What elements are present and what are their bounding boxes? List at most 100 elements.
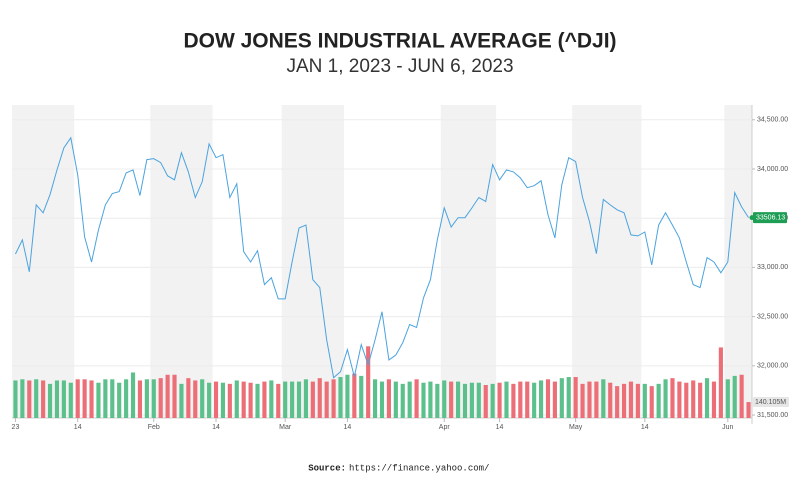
price-line — [15, 136, 749, 379]
volume-bar — [61, 380, 66, 418]
volume-bar — [255, 383, 260, 418]
volume-bar — [331, 379, 336, 418]
volume-bar — [213, 381, 219, 418]
y-tick-label: 31,500.00 — [757, 412, 788, 419]
volume-bar — [504, 381, 509, 418]
volume-bar — [538, 380, 544, 418]
volume-bar — [656, 383, 661, 418]
volume-bar — [345, 374, 350, 418]
volume-bar — [41, 380, 46, 418]
volume-bar — [718, 347, 723, 418]
volume-bar — [518, 381, 523, 418]
volume-bar — [68, 382, 73, 418]
volume-bar — [746, 402, 751, 418]
volume-bar — [241, 381, 246, 418]
volume-bar — [200, 379, 205, 418]
volume-bar — [428, 381, 433, 418]
volume-bar — [27, 380, 32, 418]
volume-bar — [635, 383, 640, 418]
volume-bar — [179, 383, 184, 418]
volume-bar — [352, 373, 357, 418]
volume-bar — [407, 381, 412, 418]
volume-bar — [421, 382, 426, 418]
volume-bar — [711, 381, 717, 418]
y-tick-label: 34,500.00 — [757, 117, 788, 124]
price-marker — [753, 212, 787, 224]
volume-bar — [442, 380, 447, 418]
volume-bar — [20, 379, 25, 418]
x-tick-label: Feb — [148, 424, 160, 431]
volume-bar — [649, 386, 654, 418]
volume-bar — [704, 378, 710, 418]
volume-bar — [220, 382, 226, 418]
volume-bar — [552, 381, 557, 418]
volume-bar — [144, 379, 149, 418]
volume-bar — [276, 383, 281, 418]
y-tick-label: 32,500.00 — [757, 313, 788, 320]
volume-bar — [621, 383, 627, 418]
x-tick-label: Mar — [279, 424, 292, 431]
volume-bar — [663, 379, 668, 418]
volume-bar — [124, 379, 129, 418]
volume-bar — [386, 379, 391, 418]
volume-bar — [158, 378, 163, 418]
volume-bar — [532, 382, 537, 418]
volume-bar — [130, 372, 136, 418]
volume-bar — [573, 377, 578, 418]
x-tick-label: Apr — [439, 424, 451, 431]
volume-bar — [400, 383, 405, 418]
volume-bar — [601, 379, 606, 418]
volume-bar — [207, 382, 212, 418]
volume-bar — [96, 382, 101, 418]
shade-band — [440, 105, 497, 418]
volume-bar — [566, 377, 571, 418]
volume-bar — [379, 381, 385, 418]
volume-bar — [698, 382, 703, 418]
volume-bar — [290, 381, 295, 418]
volume-bar — [47, 383, 53, 418]
volume-bar — [545, 379, 551, 418]
volume-bar — [580, 383, 585, 418]
volume-bar — [89, 380, 94, 418]
x-tick-label: 14 — [212, 424, 220, 431]
volume-bar — [75, 379, 80, 418]
chart-title: DOW JONES INDUSTRIAL AVERAGE (^DJI) — [183, 30, 616, 53]
chart-subtitle: JAN 1, 2023 - JUN 6, 2023 — [286, 56, 513, 77]
volume-bar — [13, 380, 18, 418]
x-tick-label: 14 — [344, 424, 352, 431]
volume-bar — [732, 375, 737, 418]
volume-bar — [456, 381, 461, 418]
shade-band — [724, 105, 752, 418]
volume-bar — [165, 374, 170, 418]
volume-bar — [262, 381, 267, 418]
volume-bar — [172, 374, 177, 418]
volume-bar — [338, 377, 343, 418]
volume-bar — [393, 381, 398, 418]
volume-bar — [151, 379, 156, 418]
volume-bar — [449, 381, 454, 418]
shade-band — [281, 105, 344, 418]
volume-bar — [110, 379, 115, 418]
x-tick-label: Jun — [722, 424, 733, 431]
x-tick-label: 14 — [641, 424, 649, 431]
volume-bar — [248, 382, 253, 418]
y-tick-label: 33,000.00 — [757, 264, 788, 271]
volume-bar — [677, 381, 682, 418]
volume-bar — [283, 381, 288, 418]
y-tick-label: 32,000.00 — [757, 363, 788, 370]
plot: 31,500.0032,000.0032,500.0033,000.0033,5… — [12, 105, 789, 431]
source-url: https://finance.yahoo.com/ — [349, 463, 489, 473]
volume-bar — [608, 382, 613, 418]
volume-bar — [469, 382, 474, 418]
volume-bar — [559, 378, 564, 418]
volume-bar — [303, 379, 308, 418]
volume-bar — [317, 378, 322, 418]
volume-bar — [483, 384, 488, 418]
volume-bar — [691, 380, 696, 418]
y-tick-label: 34,000.00 — [757, 166, 788, 173]
volume-marker — [753, 397, 789, 408]
volume-bar — [117, 382, 122, 418]
volume-bar — [725, 379, 730, 418]
x-tick-label: May — [569, 424, 583, 431]
